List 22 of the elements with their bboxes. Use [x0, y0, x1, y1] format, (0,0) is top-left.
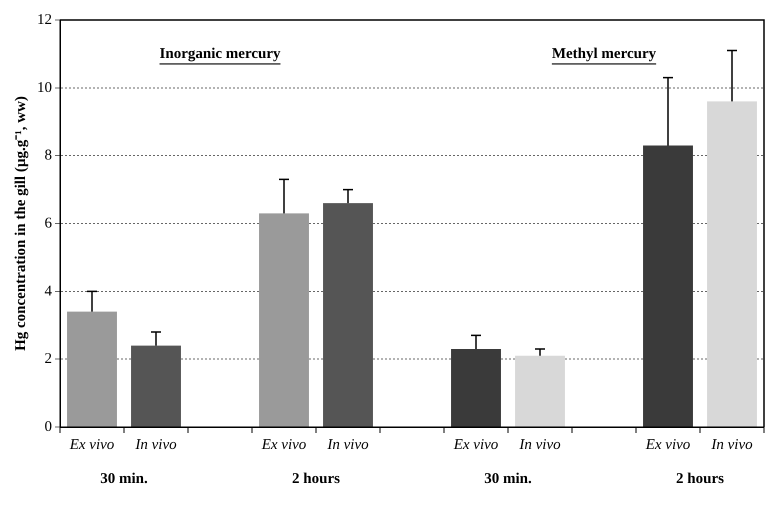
x-tick-label: In vivo	[710, 436, 754, 453]
text: 30 min.	[100, 470, 148, 487]
annotation: Methyl mercury	[552, 46, 657, 62]
x-tick-label: In vivo	[518, 436, 562, 453]
annotation: Inorganic mercury	[160, 46, 281, 62]
y-axis-title: Hg concentration in the gill (µg.g⁻¹, ww)	[12, 96, 29, 351]
y-tick-label: 12	[37, 12, 52, 28]
y-tick-label: 10	[37, 80, 52, 96]
y-tick-label: 4	[44, 283, 52, 300]
text: 2 hours	[292, 470, 340, 487]
text: 30 min.	[484, 470, 532, 487]
x-tick-label: Ex vivo	[452, 436, 499, 453]
x-tick-label: Ex vivo	[260, 436, 307, 453]
text: 2 hours	[676, 470, 724, 487]
x-tick-label: In vivo	[134, 436, 178, 453]
x-tick-label: Ex vivo	[68, 436, 115, 453]
y-tick-label: 8	[44, 148, 52, 164]
x-tick-label: Ex vivo	[644, 436, 691, 453]
y-tick-label: 0	[44, 418, 52, 435]
y-tick-label: 2	[44, 351, 52, 368]
x-tick-label: In vivo	[326, 436, 370, 453]
y-tick-label: 6	[44, 215, 52, 232]
